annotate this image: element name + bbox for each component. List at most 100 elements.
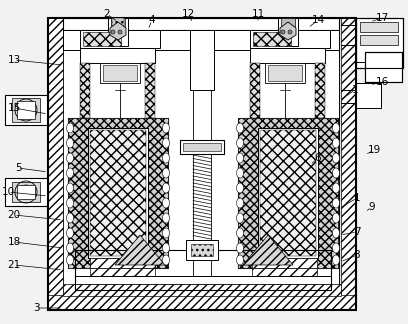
Ellipse shape [67, 153, 73, 163]
Ellipse shape [67, 228, 73, 238]
Ellipse shape [237, 198, 244, 208]
Bar [183, 143, 221, 151]
Ellipse shape [67, 243, 73, 253]
Bar [63, 30, 339, 50]
Ellipse shape [67, 255, 73, 265]
Bar [265, 63, 305, 83]
Bar [80, 30, 160, 48]
Bar [17, 185, 35, 199]
Bar [75, 276, 331, 284]
Ellipse shape [237, 255, 244, 265]
Text: 7: 7 [354, 227, 360, 237]
Circle shape [19, 185, 33, 199]
Bar [252, 258, 317, 268]
Polygon shape [110, 22, 126, 40]
Polygon shape [115, 235, 165, 265]
Bar [193, 30, 211, 288]
Circle shape [19, 103, 33, 117]
Circle shape [23, 189, 29, 195]
Bar [191, 244, 213, 256]
Ellipse shape [333, 183, 339, 193]
Circle shape [23, 107, 29, 113]
Ellipse shape [67, 183, 73, 193]
Bar [103, 65, 137, 81]
Ellipse shape [333, 243, 339, 253]
Ellipse shape [162, 198, 169, 208]
Ellipse shape [162, 123, 169, 133]
Polygon shape [243, 235, 293, 265]
Bar [68, 118, 168, 268]
Bar [112, 18, 124, 26]
Circle shape [281, 30, 285, 34]
Bar [17, 101, 35, 119]
Bar [268, 65, 302, 81]
Bar [190, 30, 214, 90]
Text: 2: 2 [104, 9, 110, 19]
Ellipse shape [67, 123, 73, 133]
Text: 3: 3 [33, 303, 39, 313]
Bar [360, 35, 398, 45]
Text: 10: 10 [2, 187, 15, 197]
Bar [12, 98, 40, 122]
Bar [63, 18, 339, 30]
Bar [48, 295, 356, 310]
Bar [365, 52, 402, 82]
Circle shape [111, 30, 115, 34]
Ellipse shape [237, 228, 244, 238]
Ellipse shape [333, 153, 339, 163]
Text: 16: 16 [375, 77, 389, 87]
Text: 1: 1 [352, 85, 358, 95]
Bar [260, 130, 316, 256]
Ellipse shape [237, 138, 244, 148]
Text: 21: 21 [7, 260, 21, 270]
Bar [80, 63, 90, 118]
Text: 4: 4 [149, 15, 155, 25]
Ellipse shape [333, 168, 339, 178]
Bar [356, 83, 381, 108]
Text: 5: 5 [15, 163, 21, 173]
Bar [48, 18, 356, 310]
Bar [253, 32, 291, 46]
Bar [250, 48, 325, 63]
Ellipse shape [162, 243, 169, 253]
Ellipse shape [237, 183, 244, 193]
Ellipse shape [237, 213, 244, 223]
Ellipse shape [162, 228, 169, 238]
Ellipse shape [67, 198, 73, 208]
Ellipse shape [162, 168, 169, 178]
Ellipse shape [333, 255, 339, 265]
Bar [83, 32, 121, 46]
Ellipse shape [333, 123, 339, 133]
Bar [12, 182, 40, 202]
Bar [250, 63, 260, 118]
Ellipse shape [237, 243, 244, 253]
Bar [100, 63, 140, 83]
Bar [5, 178, 48, 206]
Bar [90, 258, 155, 268]
Bar [252, 268, 317, 276]
Ellipse shape [162, 213, 169, 223]
Bar [180, 140, 224, 154]
Bar [111, 18, 125, 28]
Text: 13: 13 [7, 55, 21, 65]
Ellipse shape [333, 228, 339, 238]
Bar [341, 18, 356, 310]
Bar [356, 18, 403, 68]
Text: 14: 14 [311, 15, 325, 25]
Bar [278, 18, 298, 46]
Circle shape [288, 30, 292, 34]
Bar [63, 284, 341, 296]
Text: 9: 9 [369, 202, 375, 212]
Text: 6: 6 [315, 153, 322, 163]
Text: 12: 12 [182, 9, 195, 19]
Text: 20: 20 [7, 210, 20, 220]
Ellipse shape [162, 255, 169, 265]
Text: 18: 18 [7, 237, 21, 247]
Bar [90, 130, 146, 256]
Polygon shape [280, 22, 296, 40]
Text: 8: 8 [354, 250, 360, 260]
Ellipse shape [333, 198, 339, 208]
Text: 17: 17 [375, 13, 389, 23]
Bar [108, 18, 128, 46]
Ellipse shape [162, 138, 169, 148]
